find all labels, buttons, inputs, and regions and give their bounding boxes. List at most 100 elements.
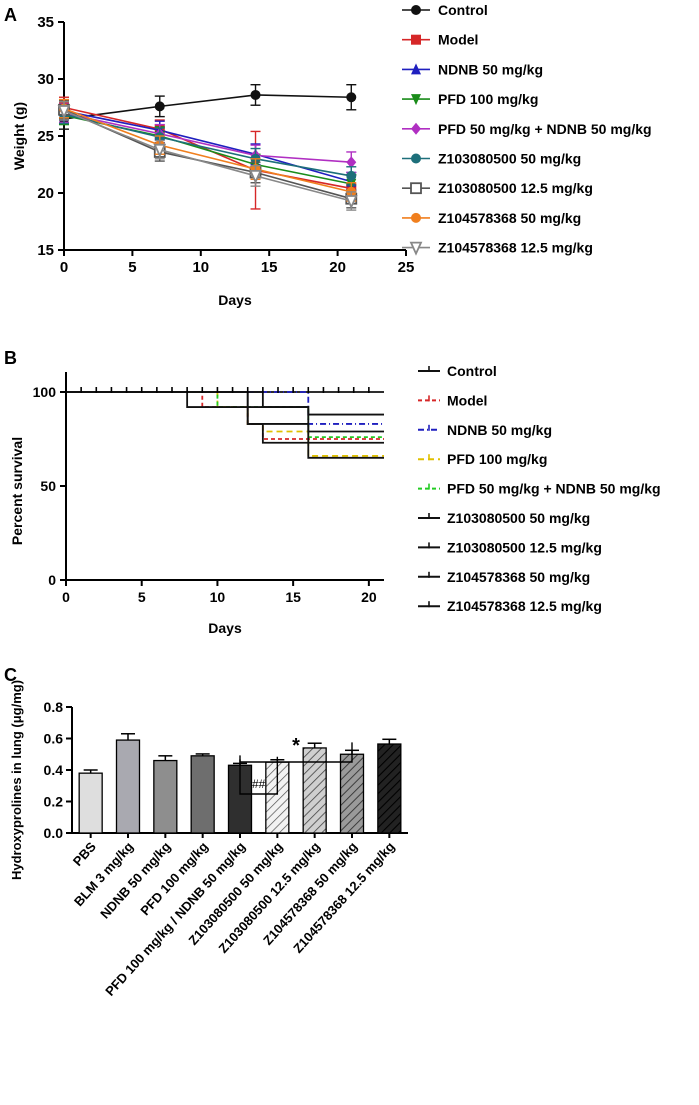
c-category-label: PFD 100 mg/kg bbox=[137, 839, 211, 918]
a-series-2 bbox=[59, 101, 357, 192]
a-legend-label: PFD 50 mg/kg + NDNB 50 mg/kg bbox=[438, 121, 652, 137]
a-legend-item: Control bbox=[402, 2, 488, 18]
c-bar-error-6 bbox=[307, 742, 322, 748]
b-legend-item: Model bbox=[418, 392, 487, 408]
c-y-tick-label: 0.6 bbox=[44, 731, 64, 747]
panel-label-c: C bbox=[4, 665, 17, 685]
panel-label-b: B bbox=[4, 348, 17, 368]
b-legend-label: NDNB 50 mg/kg bbox=[447, 422, 552, 438]
b-legend-label: Z104578368 12.5 mg/kg bbox=[447, 598, 602, 614]
b-x-tick-label: 10 bbox=[210, 589, 226, 605]
a-y-tick-label: 20 bbox=[37, 185, 54, 202]
c-y-tick-label: 0.2 bbox=[44, 794, 64, 810]
b-survival-curve-2 bbox=[66, 391, 384, 425]
a-data-point bbox=[346, 92, 357, 103]
c-bar-3 bbox=[190, 755, 215, 834]
a-y-tick-label: 30 bbox=[37, 71, 54, 88]
c-bar-error-2 bbox=[158, 755, 173, 761]
c-significance-star: * bbox=[292, 735, 300, 757]
panel-label-a: A bbox=[4, 5, 17, 25]
b-legend-item: Control bbox=[418, 363, 497, 379]
a-legend-item: Model bbox=[402, 32, 478, 48]
a-x-tick-label: 0 bbox=[60, 259, 68, 276]
b-survival-curve-7 bbox=[66, 391, 384, 444]
a-legend-label: Z104578368 12.5 mg/kg bbox=[438, 240, 593, 256]
a-data-point bbox=[344, 195, 358, 210]
b-y-axis-title: Percent survival bbox=[9, 437, 25, 545]
a-legend-label: Control bbox=[438, 2, 488, 18]
b-x-tick-label: 15 bbox=[285, 589, 301, 605]
a-y-axis-title: Weight (g) bbox=[11, 102, 27, 170]
b-legend-item: PFD 50 mg/kg + NDNB 50 mg/kg bbox=[418, 481, 661, 497]
a-legend-label: PFD 100 mg/kg bbox=[438, 91, 538, 107]
c-significance-bracket-hash bbox=[239, 756, 279, 795]
a-legend-label: Z103080500 50 mg/kg bbox=[438, 151, 581, 167]
c-significance-hash: ## bbox=[252, 777, 266, 791]
a-legend-item: PFD 100 mg/kg bbox=[402, 91, 538, 107]
c-y-tick-label: 0.8 bbox=[44, 699, 64, 715]
b-legend-label: Z104578368 50 mg/kg bbox=[447, 569, 590, 585]
a-x-tick-label: 15 bbox=[261, 259, 278, 276]
c-bar-error-8 bbox=[382, 738, 397, 745]
panel-c-hydroxyproline-chart: 0.0 0.2 0.4 0.6 0.8 Hydroxyprolines in lung (… bbox=[9, 680, 408, 999]
a-legend-marker bbox=[409, 241, 423, 256]
a-legend-item: Z104578368 12.5 mg/kg bbox=[402, 240, 593, 256]
a-legend-label: NDNB 50 mg/kg bbox=[438, 61, 543, 77]
a-series-line bbox=[63, 112, 352, 164]
a-legend-item: Z103080500 50 mg/kg bbox=[402, 151, 581, 167]
b-legend-label: PFD 100 mg/kg bbox=[447, 451, 547, 467]
c-category-label: PBS bbox=[70, 839, 99, 869]
a-series-line bbox=[63, 94, 352, 120]
a-data-point bbox=[249, 169, 262, 185]
b-survival-curve-8 bbox=[66, 391, 384, 459]
c-bar-1 bbox=[115, 739, 141, 834]
c-bar-6 bbox=[302, 747, 327, 834]
b-legend-item: Z104578368 12.5 mg/kg bbox=[418, 598, 602, 614]
c-bar-error-1 bbox=[121, 733, 135, 741]
a-x-tick-label: 20 bbox=[329, 259, 346, 276]
b-survival-curve-6 bbox=[66, 391, 384, 433]
a-x-tick-label: 10 bbox=[192, 259, 209, 276]
b-x-tick-label: 0 bbox=[62, 589, 70, 605]
b-legend-item: Z104578368 50 mg/kg bbox=[418, 569, 590, 585]
a-legend-marker bbox=[411, 63, 421, 75]
a-legend-marker bbox=[411, 5, 421, 15]
a-legend-marker bbox=[411, 34, 421, 45]
b-x-tick-label: 5 bbox=[138, 589, 146, 605]
c-bar-2 bbox=[153, 759, 178, 834]
c-significance-bracket-star bbox=[239, 742, 353, 763]
b-legend-label: Model bbox=[447, 392, 487, 408]
a-y-tick-label: 25 bbox=[37, 128, 54, 145]
b-legend-item: NDNB 50 mg/kg bbox=[418, 422, 552, 438]
a-legend-item: Z103080500 12.5 mg/kg bbox=[402, 180, 593, 196]
b-x-axis-title: Days bbox=[208, 620, 242, 636]
a-legend-item: Z104578368 50 mg/kg bbox=[402, 210, 581, 226]
panel-b-survival-chart: 0 5 10 15 20 0 50 100 Days Percent survival Contro… bbox=[9, 363, 661, 636]
b-x-tick-label: 20 bbox=[361, 589, 377, 605]
b-legend-label: Control bbox=[447, 363, 497, 379]
c-y-axis-title: Hydroxyprolines in lung (μg/mg) bbox=[9, 680, 24, 880]
a-legend-marker bbox=[410, 182, 422, 195]
c-bar-0 bbox=[78, 772, 103, 834]
a-y-tick-label: 15 bbox=[37, 242, 54, 259]
a-legend-item: NDNB 50 mg/kg bbox=[402, 61, 543, 77]
b-legend-label: PFD 50 mg/kg + NDNB 50 mg/kg bbox=[447, 481, 661, 497]
a-data-point bbox=[153, 143, 167, 158]
b-legend-item: Z103080500 12.5 mg/kg bbox=[418, 539, 602, 555]
c-y-tick-label: 0.4 bbox=[44, 762, 64, 778]
a-data-point bbox=[346, 170, 357, 181]
a-legend-marker bbox=[411, 212, 421, 223]
b-y-tick-label: 50 bbox=[40, 478, 56, 494]
c-bar-7 bbox=[339, 753, 365, 834]
a-legend-item: PFD 50 mg/kg + NDNB 50 mg/kg bbox=[402, 121, 652, 137]
a-legend-label: Z104578368 50 mg/kg bbox=[438, 210, 581, 226]
b-y-tick-label: 0 bbox=[48, 572, 56, 588]
a-series-line bbox=[63, 113, 352, 177]
a-legend-marker bbox=[411, 94, 421, 106]
a-legend-marker bbox=[411, 153, 421, 164]
a-data-point bbox=[250, 89, 261, 100]
c-y-tick-label: 0.0 bbox=[44, 825, 64, 841]
a-x-axis-title: Days bbox=[218, 292, 252, 308]
a-y-tick-label: 35 bbox=[37, 14, 54, 31]
